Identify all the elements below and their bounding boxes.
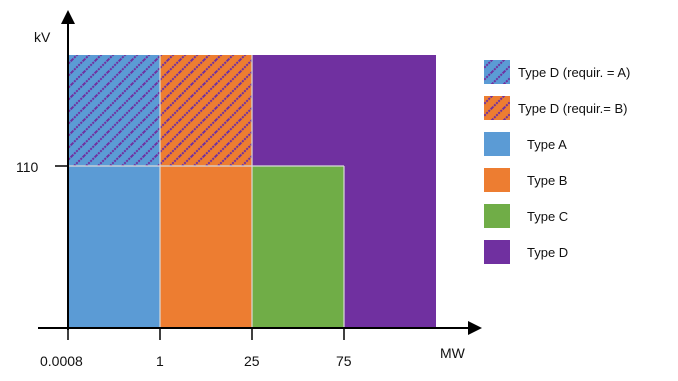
region-group: [68, 55, 436, 328]
legend-label-type-d-requir-a: Type D (requir. = A): [518, 65, 630, 80]
legend-label-type-d-requir-b: Type D (requir.= B): [518, 101, 627, 116]
legend-swatch-type-a: [484, 132, 510, 156]
legend-swatch-type-b: [484, 168, 510, 192]
legend-swatch-type-c: [484, 204, 510, 228]
x-tick-label-0.0008: 0.0008: [40, 353, 83, 369]
y-axis-label: kV: [34, 29, 51, 45]
region-type-a: [68, 166, 160, 328]
x-axis-label: MW: [440, 345, 466, 361]
legend-swatch-type-d-requir-b: [484, 96, 510, 120]
legend-label-type-c: Type C: [527, 209, 568, 224]
region-type-d-requir-b: [160, 55, 252, 166]
region-type-c: [252, 166, 344, 328]
region-type-b: [160, 166, 252, 328]
legend-swatch-type-d-requir-a: [484, 60, 510, 84]
region-type-d-requir-a: [68, 55, 160, 166]
legend-label-type-d: Type D: [527, 245, 568, 260]
y-axis-arrow: [61, 10, 75, 24]
y-tick-label-110: 110: [16, 159, 39, 175]
legend: Type D (requir. = A) Type D (requir.= B)…: [484, 60, 630, 264]
axes: [38, 10, 482, 340]
legend-label-type-b: Type B: [527, 173, 567, 188]
x-tick-label-75: 75: [336, 353, 352, 369]
legend-label-type-a: Type A: [527, 137, 567, 152]
x-axis-arrow: [468, 321, 482, 335]
legend-swatch-type-d: [484, 240, 510, 264]
x-tick-label-25: 25: [244, 353, 260, 369]
x-tick-label-1: 1: [156, 353, 164, 369]
